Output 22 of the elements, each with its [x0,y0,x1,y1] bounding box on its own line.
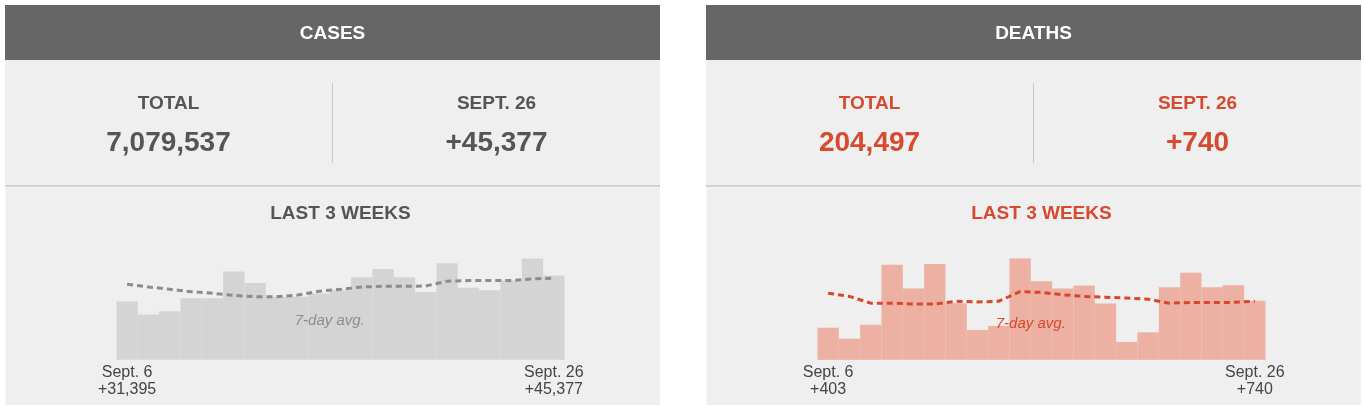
text: TOTAL [837,90,902,115]
text: SEPT. 26 [1156,90,1239,115]
x-tick-label: Sept. 6 [101,362,153,380]
text: SEPT. 26 [455,90,538,115]
text: +45,377 [444,124,549,159]
chart-subtitle: LAST 3 WEEKS [270,202,411,224]
text: 204,497 [817,124,922,159]
data-label: +403 [810,380,847,398]
chart-title: DEATHS [706,5,1361,60]
series-label: 7-day avg. [995,314,1066,332]
data-label: +31,395 [97,380,157,398]
text: 7,079,537 [105,124,232,159]
x-tick-label: Sept. 26 [1225,362,1285,380]
x-tick-label: Sept. 26 [524,362,584,380]
chart-subtitle: LAST 3 WEEKS [971,202,1112,224]
data-label: +740 [1236,380,1273,398]
text: +740 [1164,124,1231,159]
series-label: 7-day avg. [294,311,365,329]
chart-title: CASES [5,5,660,60]
data-label: +45,377 [524,380,584,398]
x-tick-label: Sept. 6 [802,362,854,380]
text: TOTAL [136,90,201,115]
